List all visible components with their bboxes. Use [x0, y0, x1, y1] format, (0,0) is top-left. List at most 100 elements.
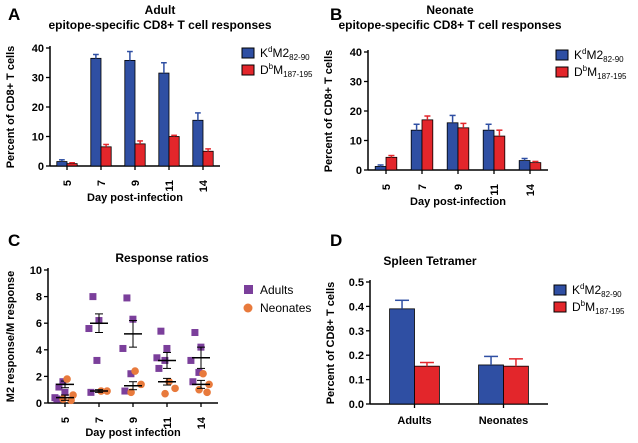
bar-db-Neonates [503, 365, 529, 405]
x-tick-label: 9 [130, 180, 142, 186]
x-tick-label: 5 [62, 180, 74, 186]
bar-db-7 [421, 119, 434, 171]
y-tick-label: 0.3 [349, 326, 364, 338]
x-tick-label: 5 [381, 184, 393, 190]
y-tick-label: 0.4 [349, 301, 365, 313]
panel-C: C Response ratios 0 2 4 6 8 10 M2 response/M res… [5, 231, 311, 439]
bar-kd-Neonates [478, 364, 504, 405]
neonate-point [161, 389, 169, 398]
bar-kd-5 [374, 166, 387, 171]
legend-sup: d [582, 47, 586, 56]
legend-base: K [574, 48, 582, 62]
y-tick-label: 0 [36, 398, 42, 410]
neonates-marker-icon [243, 303, 253, 313]
kd-swatch [241, 47, 255, 59]
adult-point [163, 344, 171, 352]
x-tick-label: Adults [397, 415, 431, 427]
adult-point [127, 370, 135, 378]
y-tick-label: 8 [36, 292, 42, 304]
bar-db-11 [493, 135, 506, 171]
legend-sub: 187-195 [283, 70, 313, 79]
neonate-point [171, 384, 179, 393]
panel-title: Neonate [426, 3, 474, 17]
x-axis-title: Day post-infection [410, 196, 506, 208]
db-swatch [555, 66, 569, 78]
legend-mid: M [587, 65, 597, 79]
legend-sub: 82-90 [289, 53, 310, 62]
y-tick-label: 10 [30, 265, 42, 277]
adult-point [187, 356, 195, 364]
bar-kd-14 [192, 119, 204, 167]
neonate-point [137, 380, 145, 389]
bar-db-14 [529, 162, 542, 171]
bar-kd-7 [90, 57, 102, 167]
y-tick-label: 0.2 [349, 350, 364, 362]
adult-point [93, 356, 101, 364]
legend-mid: M [273, 63, 283, 77]
legend-mid: M [585, 300, 595, 314]
bar-db-5 [385, 156, 398, 171]
bar-kd-5 [56, 161, 68, 167]
y-tick-label: 6 [36, 318, 42, 330]
y-tick-label: 0.1 [349, 375, 364, 387]
panel-label: D [330, 231, 342, 250]
bar-kd-11 [482, 129, 495, 171]
bar-kd-14 [518, 160, 531, 171]
panel-title: Spleen Tetramer [383, 254, 476, 268]
legend-label: KdM282-90 [260, 45, 310, 62]
x-tick-label: 14 [196, 416, 208, 429]
bar-kd-9 [446, 122, 459, 171]
bar-db-7 [100, 146, 112, 167]
y-tick-label: 10 [32, 132, 44, 144]
panel-title: Response ratios [115, 251, 209, 265]
adult-point [189, 378, 197, 386]
legend-label: Adults [260, 283, 293, 297]
adult-point [89, 293, 97, 301]
legend-label: KdM282-90 [574, 47, 624, 64]
panel-title: Adult [145, 3, 176, 17]
adult-point [119, 344, 127, 352]
y-tick-label: 20 [32, 102, 44, 114]
legend-base: D [572, 300, 581, 314]
bar-kd-7 [410, 129, 423, 171]
y-tick-label: 0 [38, 161, 44, 173]
x-tick-label: 7 [417, 184, 429, 190]
legend-sup: b [581, 299, 586, 308]
legend-base: D [260, 63, 269, 77]
x-tick-label: 9 [453, 184, 465, 190]
x-tick-label: 7 [96, 180, 108, 186]
y-axis-title: Percent of CD8+ T cells [5, 46, 17, 169]
legend-mid: M2 [584, 283, 601, 297]
adult-point [55, 383, 63, 391]
x-tick-label: 11 [162, 417, 174, 429]
x-tick-label: Neonates [479, 415, 529, 427]
panel-title: epitope-specific CD8+ T cell responses [48, 18, 271, 32]
legend-sub: 187-195 [595, 307, 625, 316]
y-tick-label: 0 [356, 165, 362, 177]
legend-label: KdM282-90 [572, 282, 622, 299]
db-swatch [241, 64, 255, 76]
x-axis-title: Day post-infection [87, 192, 183, 204]
y-axis-title: M2 response/M response [5, 271, 17, 402]
x-tick-label: 7 [94, 417, 106, 423]
panel-label: B [330, 5, 342, 24]
neonate-point [127, 388, 135, 397]
neonate-point [67, 396, 75, 405]
bar-db-14 [202, 150, 214, 167]
panel-D: D Spleen Tetramer 0.0 0.1 0.2 0.3 0.4 0.5 Percen… [325, 231, 625, 427]
neonate-point [199, 369, 207, 378]
legend-sup: b [269, 62, 274, 71]
legend-label: DbM187-195 [260, 62, 313, 79]
bar-kd-9 [124, 59, 136, 167]
y-tick-label: 4 [36, 345, 43, 357]
adult-point [129, 315, 137, 323]
adult-point [61, 388, 69, 396]
bar-db-9 [457, 127, 470, 171]
legend-sub: 82-90 [603, 55, 624, 64]
bar-db-5 [66, 163, 78, 167]
legend-sub: 187-195 [597, 72, 627, 81]
legend-sub: 82-90 [601, 290, 622, 299]
y-axis-title: Percent of CD8+ T cells [325, 282, 337, 405]
y-axis-title: Percent of CD8+ T cells [323, 50, 335, 173]
